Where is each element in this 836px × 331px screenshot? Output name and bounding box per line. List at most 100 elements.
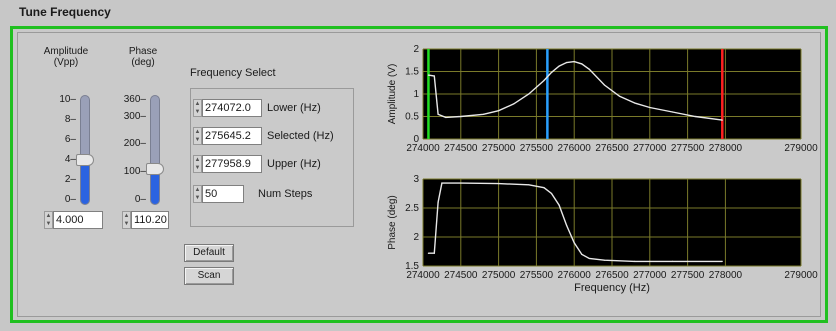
chart-0: 274000 274500 275000 275500 276000 276500 2770… <box>387 44 818 154</box>
data-point <box>721 119 723 121</box>
phase-slider-thumb[interactable] <box>146 163 164 176</box>
upper-spinner[interactable]: ▲ ▼ <box>193 155 202 173</box>
frequency-select-group: ▲ ▼ 274072.0 Lower (Hz) ▲ ▼ 275645.2 Selec… <box>190 88 354 227</box>
y-tick-label: 0.5 <box>405 112 419 123</box>
data-point <box>460 115 462 118</box>
phase-slider-track[interactable] <box>150 95 160 205</box>
y-tick-label: 1.5 <box>405 67 419 78</box>
lower-frequency-control[interactable]: ▲ ▼ 274072.0 Lower (Hz) <box>193 99 321 117</box>
selected-frequency-label: Selected (Hz) <box>267 130 334 142</box>
amplitude-slider-thumb[interactable] <box>76 154 94 166</box>
upper-frequency-field[interactable]: 277958.9 <box>202 155 262 173</box>
y-tick-label: 1.5 <box>405 261 419 272</box>
data-point <box>671 111 674 113</box>
amplitude-slider-track[interactable] <box>80 95 90 205</box>
data-point <box>433 75 435 77</box>
phase-tick-label: 100– <box>123 166 146 178</box>
x-tick-label: 274500 <box>444 270 478 281</box>
increment-icon[interactable]: ▲ <box>194 101 201 107</box>
data-point <box>437 113 439 115</box>
data-point <box>528 93 530 95</box>
x-tick-label: 275000 <box>482 143 516 154</box>
decrement-icon[interactable]: ▼ <box>194 137 201 143</box>
lower-frequency-field[interactable]: 274072.0 <box>202 99 262 117</box>
data-point <box>671 260 674 262</box>
selected-spinner[interactable]: ▲ ▼ <box>193 127 202 145</box>
increment-icon[interactable]: ▲ <box>45 213 52 219</box>
x-tick-label: 277000 <box>633 270 667 281</box>
data-point <box>603 259 606 261</box>
increment-icon[interactable]: ▲ <box>194 157 201 163</box>
amplitude-value-field[interactable]: 4.000 <box>53 211 103 229</box>
data-point <box>588 257 590 260</box>
data-point <box>721 260 723 262</box>
steps-spinner[interactable]: ▲ ▼ <box>193 185 202 203</box>
data-point <box>566 224 568 226</box>
data-point <box>603 84 606 86</box>
increment-icon[interactable]: ▲ <box>194 187 201 193</box>
x-tick-label: 274000 <box>406 270 440 281</box>
y-tick-label: 2 <box>413 232 419 243</box>
scan-button[interactable]: Scan <box>184 267 234 285</box>
lower-spinner[interactable]: ▲ ▼ <box>193 99 202 117</box>
x-tick-label: 274500 <box>444 143 478 154</box>
frequency-select-title: Frequency Select <box>190 67 276 79</box>
amplitude-tick-label: 0– <box>64 194 76 205</box>
amplitude-spinner[interactable]: ▲ ▼ <box>44 211 53 229</box>
x-tick-label: 276500 <box>595 270 629 281</box>
increment-icon[interactable]: ▲ <box>194 129 201 135</box>
x-axis-label: Frequency (Hz) <box>574 282 650 294</box>
amplitude-tick-label: 8– <box>64 114 76 125</box>
num-steps-label: Num Steps <box>258 188 313 200</box>
x-tick-label: 279000 <box>784 270 818 281</box>
decrement-icon[interactable]: ▼ <box>45 221 52 227</box>
y-tick-label: 1 <box>413 89 419 100</box>
series-line <box>428 182 723 263</box>
x-tick-label: 278000 <box>709 270 743 281</box>
selected-frequency-field[interactable]: 275645.2 <box>202 127 262 145</box>
selected-frequency-control[interactable]: ▲ ▼ 275645.2 Selected (Hz) <box>193 127 334 145</box>
upper-frequency-control[interactable]: ▲ ▼ 277958.9 Upper (Hz) <box>193 155 321 173</box>
num-steps-field[interactable]: 50 <box>202 185 244 203</box>
data-point <box>427 74 430 76</box>
x-tick-label: 277500 <box>671 270 705 281</box>
num-steps-control[interactable]: ▲ ▼ 50 Num Steps <box>193 185 312 203</box>
x-tick-label: 275000 <box>482 270 516 281</box>
data-point <box>441 182 443 184</box>
upper-frequency-label: Upper (Hz) <box>267 158 321 170</box>
y-tick-label: 2.5 <box>405 203 419 214</box>
decrement-icon[interactable]: ▼ <box>123 221 130 227</box>
amplitude-label-line1: Amplitude <box>43 46 89 57</box>
data-point <box>460 182 462 184</box>
chart-1: 274000 274500 275000 275500 276000 276500 2770… <box>387 174 818 294</box>
amplitude-numeric[interactable]: ▲ ▼ 4.000 <box>44 211 103 229</box>
amplitude-slider-fill <box>81 159 89 204</box>
phase-tick-label: 0– <box>134 194 146 205</box>
x-tick-label: 275500 <box>520 143 554 154</box>
amplitude-tick-label: 4– <box>64 154 76 165</box>
amplitude-tick-label: 10– <box>59 94 76 105</box>
data-point <box>634 260 636 262</box>
phase-spinner[interactable]: ▲ ▼ <box>122 211 131 229</box>
phase-label: Phase (deg) <box>113 46 173 68</box>
decrement-icon[interactable]: ▼ <box>194 109 201 115</box>
data-point <box>482 113 485 115</box>
phase-label-line1: Phase <box>128 46 158 57</box>
data-point <box>498 110 500 112</box>
data-point <box>513 103 515 105</box>
phase-tick-label: 360– <box>123 94 146 105</box>
y-axis-label: Amplitude (V) <box>387 64 398 125</box>
decrement-icon[interactable]: ▼ <box>194 165 201 171</box>
default-button[interactable]: Default <box>184 244 234 262</box>
x-tick-label: 277500 <box>671 143 705 154</box>
data-point <box>649 106 651 109</box>
data-point <box>550 71 553 73</box>
phase-value-field[interactable]: 110.20 <box>131 211 169 229</box>
phase-label-line2: (deg) <box>131 57 155 68</box>
phase-numeric[interactable]: ▲ ▼ 110.20 <box>122 211 169 229</box>
panel-inner: Amplitude (Vpp) 10– 8– 6– 4– 2– 0– ▲ ▼ 4.000 P… <box>17 32 821 317</box>
increment-icon[interactable]: ▲ <box>123 213 130 219</box>
data-point <box>581 63 583 65</box>
decrement-icon[interactable]: ▼ <box>194 195 201 201</box>
amplitude-tick-label: 2– <box>64 174 76 185</box>
